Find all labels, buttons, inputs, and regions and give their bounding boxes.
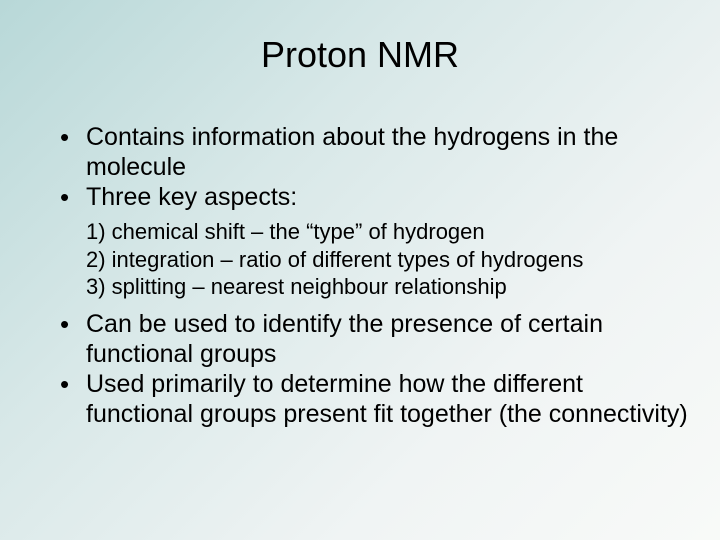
slide: Proton NMR Contains information about th… [0,0,720,540]
bullet-list: Contains information about the hydrogens… [30,122,690,212]
sub-list: 1) chemical shift – the “type” of hydrog… [30,218,690,301]
sub-item: 3) splitting – nearest neighbour relatio… [86,273,690,301]
slide-title: Proton NMR [30,34,690,76]
sub-item: 1) chemical shift – the “type” of hydrog… [86,218,690,246]
bullet-list: Can be used to identify the presence of … [30,309,690,429]
sub-item: 2) integration – ratio of different type… [86,246,690,274]
bullet-item: Used primarily to determine how the diff… [64,369,690,429]
bullet-item: Can be used to identify the presence of … [64,309,690,369]
bullet-item: Three key aspects: [64,182,690,212]
bullet-item: Contains information about the hydrogens… [64,122,690,182]
